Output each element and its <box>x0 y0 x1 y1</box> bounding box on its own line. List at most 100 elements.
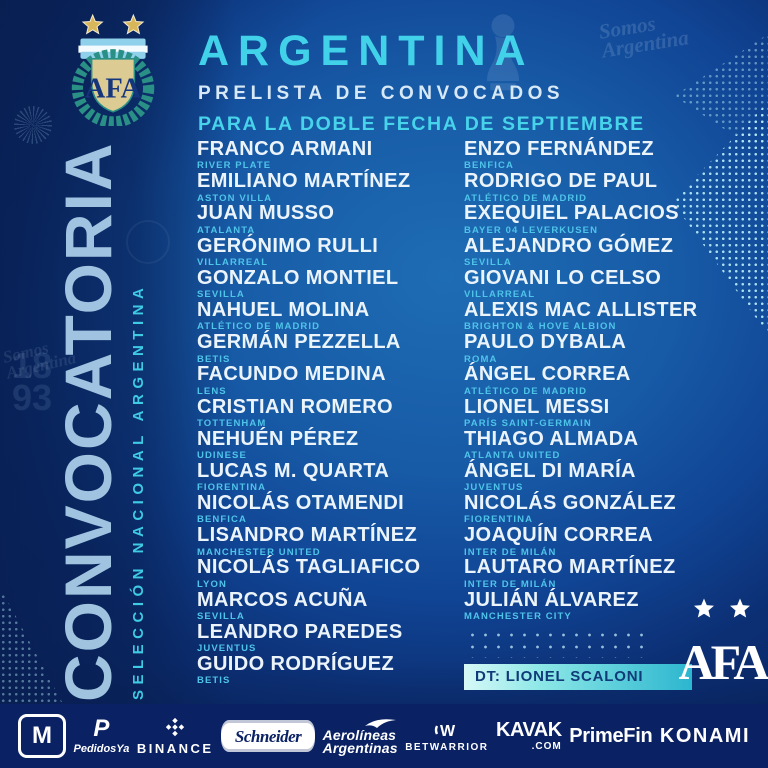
player-entry: GIOVANI LO CELSO VILLARREAL <box>464 267 764 301</box>
player-entry: NICOLÁS OTAMENDI BENFICA <box>197 493 459 526</box>
squad-column-right-list: ENZO FERNÁNDEZ BENFICA RODRIGO DE PAUL A… <box>464 139 764 622</box>
player-entry: ALEJANDRO GÓMEZ SEVILLA <box>464 234 764 268</box>
sponsor-mcdonalds: M <box>18 714 66 758</box>
player-name: JOAQUÍN CORREA <box>464 524 653 547</box>
player-club: TOTTENHAM <box>197 417 267 429</box>
player-club: RIVER PLATE <box>197 160 272 172</box>
player-entry: EMILIANO MARTÍNEZ ASTON VILLA <box>197 170 459 204</box>
player-name: NICOLÁS TAGLIAFICO <box>197 556 421 579</box>
player-name: EXEQUIEL PALACIOS <box>464 202 679 225</box>
player-name: THIAGO ALMADA <box>464 427 639 450</box>
player-name: RODRIGO DE PAUL <box>464 170 658 193</box>
world-cup-trophy-watermark <box>486 14 520 91</box>
player-club: ATLÉTICO DE MADRID <box>464 385 588 397</box>
star-icon <box>694 598 714 618</box>
player-club: ATLANTA UNITED <box>464 450 561 462</box>
player-club: LYON <box>197 578 227 590</box>
player-name: MARCOS ACUÑA <box>197 588 368 611</box>
player-entry: NICOLÁS GONZÁLEZ FIORENTINA <box>464 493 764 526</box>
sunburst-watermark <box>14 106 52 144</box>
player-name: LEANDRO PAREDES <box>197 620 403 643</box>
player-entry: JUAN MUSSO ATALANTA <box>197 203 459 236</box>
player-entry: NEHUÉN PÉREZ UDINESE <box>197 428 459 461</box>
player-name: EMILIANO MARTÍNEZ <box>197 170 411 193</box>
player-name: ALEJANDRO GÓMEZ <box>464 234 674 257</box>
player-entry: GERMÁN PEZZELLA BETIS <box>197 332 459 365</box>
player-entry: LUCAS M. QUARTA FIORENTINA <box>197 459 459 494</box>
afa-crest-logo: AFA <box>71 14 155 126</box>
player-club: INTER DE MILÁN <box>464 546 557 558</box>
schneider-label: Schneider <box>234 726 302 746</box>
player-club: ATLÉTICO DE MADRID <box>197 321 321 333</box>
player-name: GUIDO RODRÍGUEZ <box>197 653 395 675</box>
sponsors-bar: M P PedidosYa BINANCE Schneider <box>0 704 768 768</box>
aerolineas-label-line1: Aerolíneas <box>322 726 397 743</box>
player-name: LIONEL MESSI <box>464 395 610 418</box>
player-club: ROMA <box>464 353 498 365</box>
player-club: LENS <box>197 385 227 397</box>
sponsor-kavak: KAVAK .COM <box>496 720 562 752</box>
player-name: NAHUEL MOLINA <box>197 298 370 321</box>
player-entry: NICOLÁS TAGLIAFICO LYON <box>197 556 459 590</box>
player-entry: CRISTIAN ROMERO TOTTENHAM <box>197 396 459 429</box>
player-club: BENFICA <box>197 514 247 526</box>
sponsor-pedidosya: P PedidosYa <box>74 717 130 755</box>
player-entry: EXEQUIEL PALACIOS BAYER 04 LEVERKUSEN <box>464 202 764 236</box>
player-club: INTER DE MILÁN <box>464 578 557 590</box>
player-club: BETIS <box>197 675 231 687</box>
schneider-label-shape: Schneider <box>221 720 316 752</box>
player-entry: NAHUEL MOLINA ATLÉTICO DE MADRID <box>197 298 459 333</box>
player-club: MANCHESTER CITY <box>464 611 572 623</box>
player-name: ALEXIS MAC ALLISTER <box>464 298 698 321</box>
player-club: FIORENTINA <box>197 482 267 494</box>
afa-monogram-text: AFA <box>678 634 768 690</box>
page-title: ARGENTINA <box>198 27 535 75</box>
player-club: BENFICA <box>464 160 514 172</box>
player-entry: ÁNGEL CORREA ATLÉTICO DE MADRID <box>464 363 764 397</box>
player-club: JUVENTUS <box>464 482 524 494</box>
player-entry: LAUTARO MARTÍNEZ INTER DE MILÁN <box>464 556 764 590</box>
betwarrior-w-icon: W <box>434 723 456 740</box>
mcdonalds-arches-icon: M <box>18 714 66 758</box>
player-entry: JOAQUÍN CORREA INTER DE MILÁN <box>464 524 764 558</box>
player-entry: JULIÁN ÁLVAREZ MANCHESTER CITY <box>464 588 764 623</box>
sponsor-aerolineas: Aerolíneas Argentinas <box>323 717 398 756</box>
player-name: ÁNGEL CORREA <box>464 363 631 386</box>
pedidosya-label: PedidosYa <box>73 743 130 755</box>
halftone-pattern-right <box>668 34 768 344</box>
player-entry: THIAGO ALMADA ATLANTA UNITED <box>464 427 764 462</box>
player-name: GONZALO MONTIEL <box>197 266 399 289</box>
player-name: LISANDRO MARTÍNEZ <box>197 524 418 547</box>
player-name: ENZO FERNÁNDEZ <box>464 138 655 160</box>
sponsor-binance: BINANCE <box>137 717 214 755</box>
player-entry: GUIDO RODRÍGUEZ BETIS <box>197 653 459 687</box>
player-club: BAYER 04 LEVERKUSEN <box>464 224 599 236</box>
player-entry: FACUNDO MEDINA LENS <box>197 363 459 397</box>
player-club: MANCHESTER UNITED <box>197 546 321 558</box>
player-club: PARÍS SAINT-GERMAIN <box>464 417 592 429</box>
header-subtitle-1: PRELISTA DE CONVOCADOS <box>198 83 565 104</box>
header-subtitle-2: PARA LA DOBLE FECHA DE SEPTIEMBRE <box>198 113 645 135</box>
coach-banner: DT: LIONEL SCALONI <box>464 663 692 690</box>
player-name: JULIÁN ÁLVAREZ <box>464 588 639 611</box>
player-club: ASTON VILLA <box>197 192 273 204</box>
star-icon <box>730 598 750 618</box>
afa-monogram-text: AFA <box>85 74 142 105</box>
konami-label: KONAMI <box>659 725 750 747</box>
condor-icon <box>364 718 396 728</box>
sponsor-konami: KONAMI <box>660 726 750 746</box>
player-club: SEVILLA <box>197 289 245 301</box>
squad-column-left: FRANCO ARMANI RIVER PLATE EMILIANO MARTÍ… <box>197 138 459 687</box>
kavak-dotcom-label: .COM <box>531 741 562 752</box>
player-entry: RODRIGO DE PAUL ATLÉTICO DE MADRID <box>464 170 764 204</box>
player-name: FACUNDO MEDINA <box>197 363 386 386</box>
star-icon <box>82 14 103 34</box>
sponsor-schneider: Schneider <box>221 720 316 752</box>
player-entry: GONZALO MONTIEL SEVILLA <box>197 266 459 301</box>
player-club: VILLARREAL <box>464 289 536 301</box>
player-entry: LEANDRO PAREDES JUVENTUS <box>197 620 459 654</box>
player-club: ATALANTA <box>197 224 256 236</box>
player-name: LAUTARO MARTÍNEZ <box>464 556 676 579</box>
player-name: FRANCO ARMANI <box>197 138 373 160</box>
player-name: LUCAS M. QUARTA <box>197 459 390 482</box>
